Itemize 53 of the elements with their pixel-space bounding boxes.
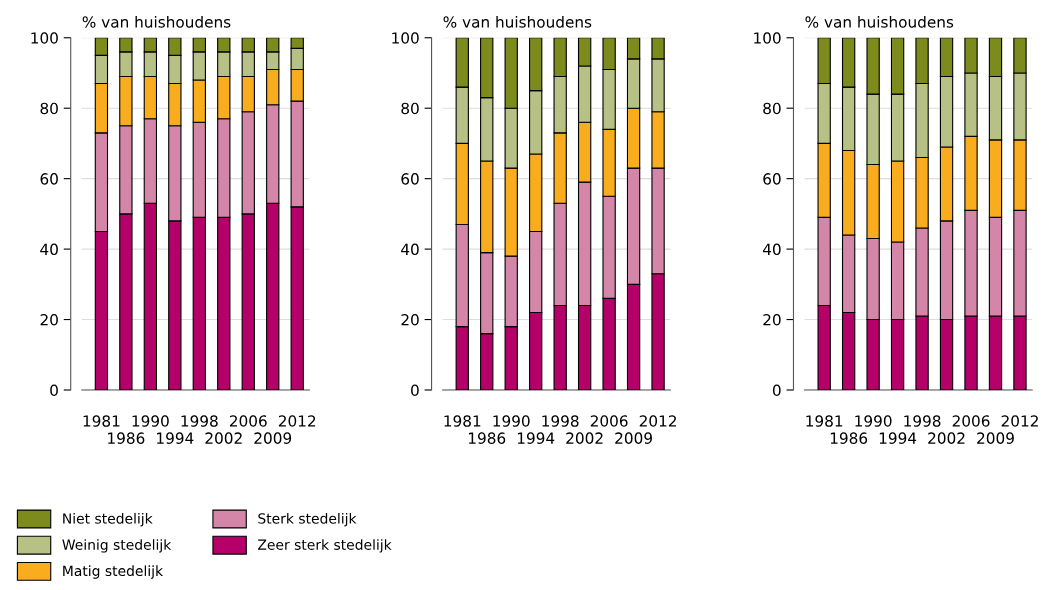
y-tick-label: 40 <box>762 243 781 256</box>
y-tick-label: 0 <box>772 384 781 397</box>
x-tick-label: 2012 <box>639 415 676 427</box>
x-tick-label: 1981 <box>83 415 120 427</box>
x-tick-label: 2002 <box>566 432 603 444</box>
y-tick-label: 60 <box>40 173 58 185</box>
x-tick-label: 1990 <box>132 415 169 427</box>
y-tick-label: 60 <box>763 173 781 185</box>
legend-label: Zeer sterk stedelijk <box>258 539 392 553</box>
y-tick-label: 100 <box>392 32 419 44</box>
x-tick-label: 1981 <box>806 415 843 427</box>
x-tick-label: 1998 <box>181 415 218 427</box>
y-axis-title: % van huishoudens <box>82 15 231 28</box>
y-tick-label: 60 <box>401 173 419 185</box>
x-tick-label: 1986 <box>468 432 506 444</box>
x-tick-label: 1998 <box>904 415 941 427</box>
legend-label: Matig stedelijk <box>63 565 164 579</box>
y-tick-label: 80 <box>763 102 781 115</box>
x-tick-label: 1994 <box>517 432 555 444</box>
x-tick-label: 2006 <box>952 415 990 427</box>
legend-label: Sterk stedelijk <box>258 512 357 527</box>
y-tick-label: 100 <box>31 32 58 44</box>
x-tick-label: 1986 <box>830 432 868 444</box>
x-tick-label: 1994 <box>157 432 194 444</box>
legend-label: Niet stedelijk <box>63 512 153 527</box>
x-tick-label: 1990 <box>493 415 530 427</box>
y-tick-label: 20 <box>40 314 58 326</box>
x-tick-label: 2012 <box>278 415 316 427</box>
x-tick-label: 2002 <box>928 432 965 444</box>
x-tick-label: 2012 <box>1001 415 1038 427</box>
y-tick-label: 40 <box>40 243 58 256</box>
x-tick-label: 2009 <box>977 432 1014 444</box>
y-tick-label: 0 <box>411 384 419 397</box>
y-axis-title: % van huishoudens <box>443 15 592 28</box>
y-tick-label: 80 <box>40 102 58 115</box>
x-tick-label: 2006 <box>229 415 267 427</box>
y-tick-label: 0 <box>50 384 58 397</box>
x-tick-label: 2006 <box>590 415 628 427</box>
y-tick-label: 20 <box>763 314 781 326</box>
y-axis-title: % van huishoudens <box>805 15 954 28</box>
y-tick-label: 80 <box>401 102 419 115</box>
y-tick-label: 20 <box>401 314 419 326</box>
x-tick-label: 1986 <box>108 432 145 444</box>
x-tick-label: 2002 <box>205 432 242 444</box>
legend-label: Weinig stedelijk <box>62 539 172 553</box>
y-tick-label: 100 <box>754 32 781 44</box>
x-tick-label: 1981 <box>444 415 481 427</box>
x-tick-label: 1990 <box>855 415 892 427</box>
x-tick-label: 1994 <box>879 432 917 444</box>
x-tick-label: 2009 <box>254 432 292 444</box>
y-tick-label: 40 <box>401 243 419 256</box>
x-tick-label: 2009 <box>615 432 652 444</box>
x-tick-label: 1998 <box>542 415 579 427</box>
